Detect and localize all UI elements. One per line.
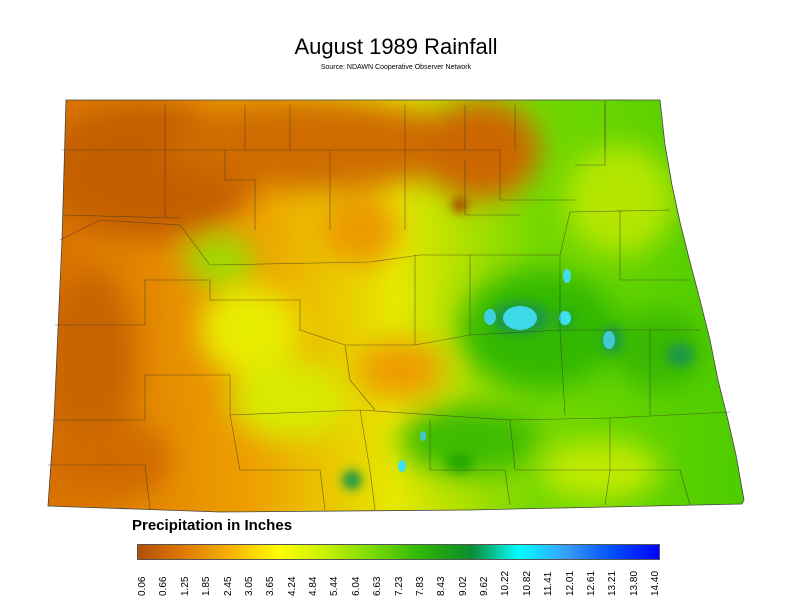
legend-tick-label: 4.24 (286, 576, 298, 596)
legend-tick-label: 1.85 (201, 576, 213, 596)
legend-tick-label: 6.63 (372, 576, 384, 596)
legend-tick-label: 3.05 (243, 576, 255, 596)
legend-tick-label: 10.22 (500, 570, 512, 596)
legend-tick-label: 3.65 (265, 576, 277, 596)
legend-title: Precipitation in Inches (132, 517, 293, 534)
county-boundaries (48, 100, 731, 511)
legend-tick-label: 11.41 (543, 571, 555, 596)
legend-tick-label: 9.62 (479, 576, 490, 596)
legend-color-bar (137, 544, 660, 560)
legend-tick-label: 7.83 (414, 576, 426, 596)
legend-tick-label: 5.44 (329, 576, 341, 596)
legend-tick-labels: 0.06 0.66 1.25 1.85 2.45 3.05 3.65 4.24 4.84 5.44… (137, 560, 661, 600)
map-subtitle: Source: NDAWN Cooperative Observer Netwo… (320, 64, 472, 71)
legend-tick-label: 14.40 (650, 570, 661, 596)
legend-tick-label: 6.04 (350, 576, 362, 596)
legend-tick-label: 12.01 (564, 570, 576, 596)
legend-tick-label: 12.61 (585, 570, 597, 596)
legend-tick-label: 13.80 (628, 570, 640, 596)
legend-tick-label: 13.21 (607, 570, 619, 596)
legend-tick-label: 0.06 (137, 576, 148, 596)
state-fill (48, 100, 744, 512)
state-outline (47, 99, 745, 513)
legend-tick-label: 8.43 (436, 576, 448, 596)
legend-tick-label: 2.45 (222, 576, 234, 596)
high-rainfall-spots (398, 269, 615, 472)
legend-tick-label: 4.84 (308, 576, 319, 596)
legend-tick-label: 0.66 (158, 576, 170, 596)
map-title: August 1989 Rainfall (294, 34, 498, 59)
legend-tick-label: 7.23 (393, 576, 405, 596)
legend-tick-label: 9.02 (457, 576, 469, 596)
legend-tick-label: 10.82 (521, 570, 533, 596)
legend-tick-label: 1.25 (179, 576, 191, 596)
